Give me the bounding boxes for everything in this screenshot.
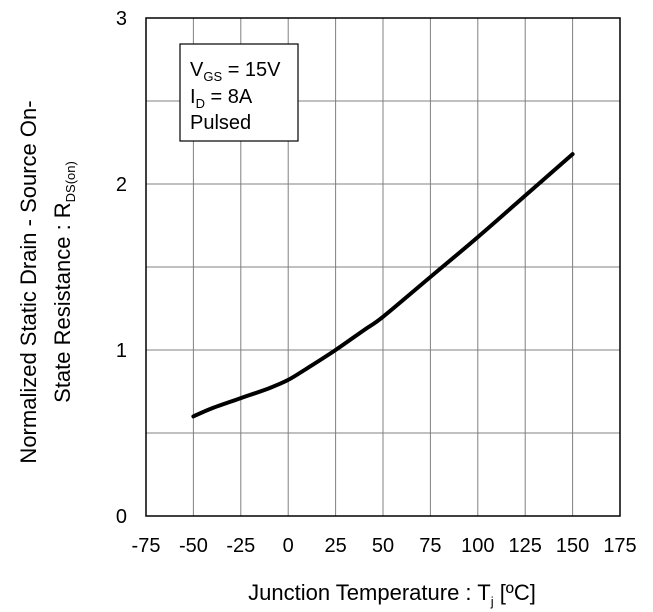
legend-line-pulsed: Pulsed	[190, 112, 251, 134]
x-tick-label: 25	[324, 535, 346, 557]
x-tick-label: 100	[461, 535, 494, 557]
y-tick-label: 2	[116, 174, 127, 196]
x-tick-label: 175	[603, 535, 636, 557]
legend-line-vgs: VGS = 15V	[190, 59, 281, 84]
y-tick-label: 3	[116, 8, 127, 30]
y-axis-title-line2: State Resistance : RDS(on)	[50, 161, 78, 403]
y-tick-label: 1	[116, 340, 127, 362]
x-tick-label: 0	[283, 535, 294, 557]
legend-line-id: ID = 8A	[190, 86, 253, 111]
y-tick-label: 0	[116, 506, 127, 528]
y-axis-title-line1: Normalized Static Drain - Source On-	[16, 100, 41, 463]
x-tick-label: 125	[509, 535, 542, 557]
x-tick-label: -25	[226, 535, 255, 557]
x-axis-title: Junction Temperature : Tj [ºC]	[248, 580, 536, 609]
y-tick-labels: 0 1 2 3	[116, 8, 127, 528]
legend-frame	[179, 43, 299, 142]
x-tick-labels: -75 -50 -25 0 25 50 75 100 125 150 175	[132, 535, 637, 557]
series-line	[191, 152, 575, 419]
x-tick-label: 50	[372, 535, 394, 557]
x-tick-label: -50	[179, 535, 208, 557]
x-tick-label: 75	[419, 535, 441, 557]
plot-frame	[145, 17, 621, 517]
x-tick-label: 150	[556, 535, 589, 557]
legend-box: VGS = 15V ID = 8A Pulsed	[179, 43, 299, 142]
x-tick-label: -75	[132, 535, 161, 557]
